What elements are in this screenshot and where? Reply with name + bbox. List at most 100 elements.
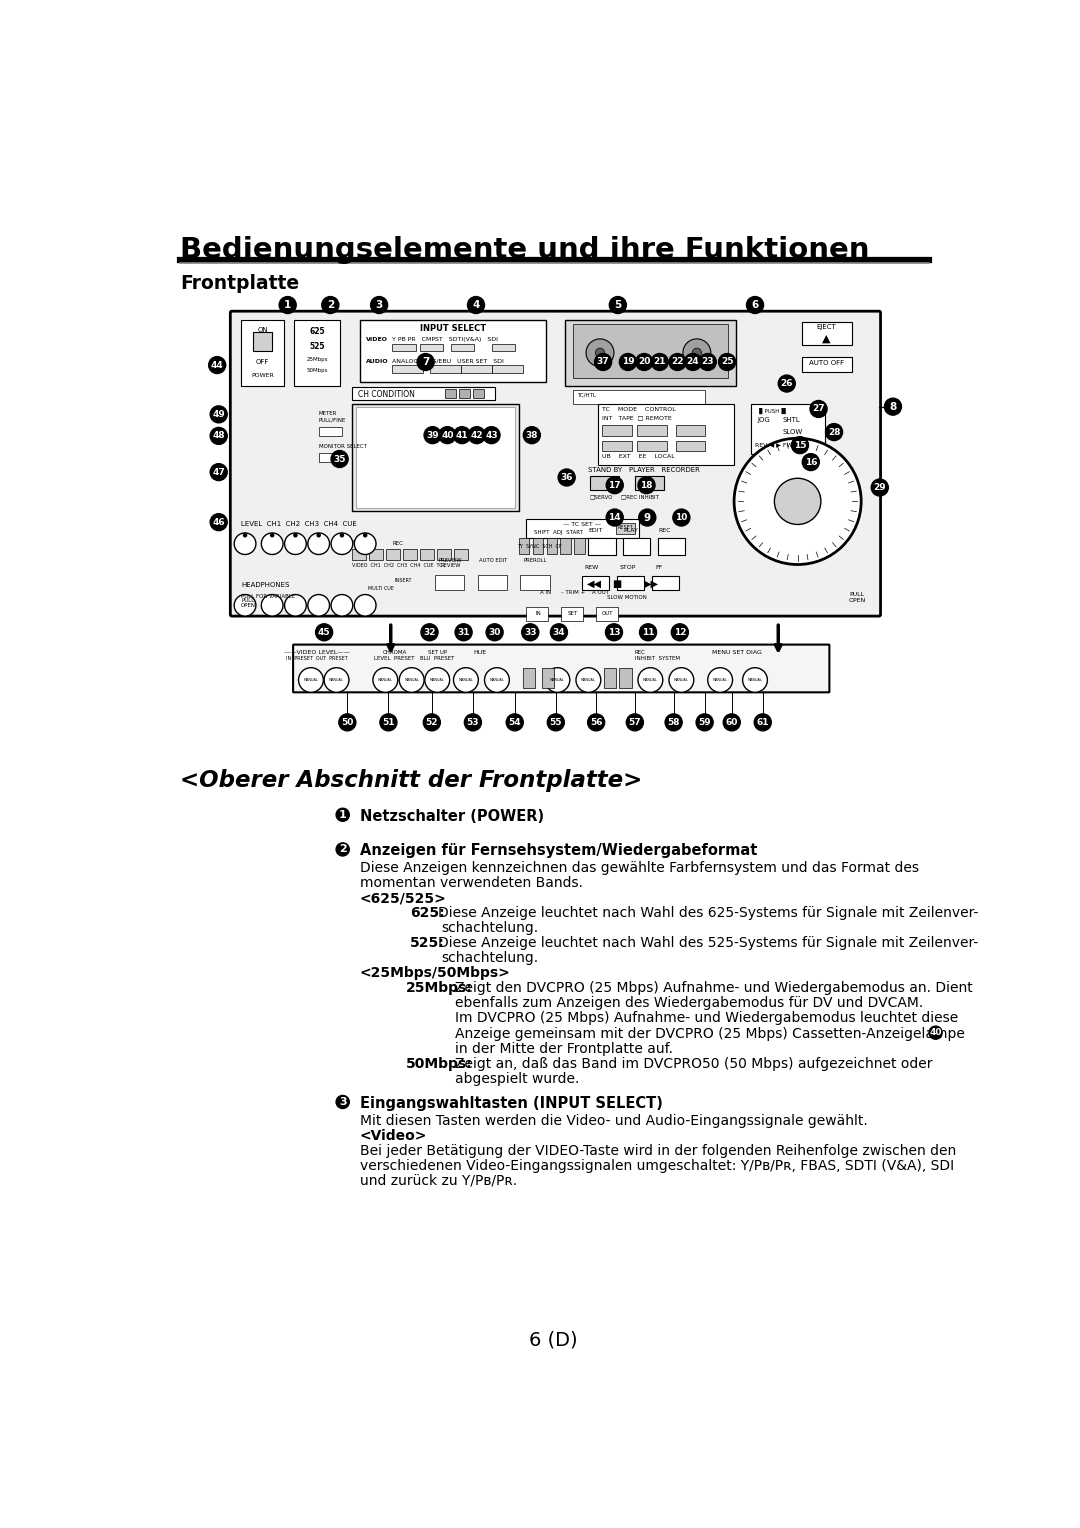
Text: MANUAL: MANUAL <box>550 678 565 681</box>
Text: MANUAL: MANUAL <box>404 678 419 681</box>
Text: 53: 53 <box>467 718 480 727</box>
Circle shape <box>595 353 611 370</box>
Bar <box>430 365 460 373</box>
Circle shape <box>718 353 735 370</box>
Circle shape <box>638 477 656 494</box>
Text: A OUT: A OUT <box>592 590 608 594</box>
Circle shape <box>234 594 256 616</box>
Text: METER
PULL/FINE: METER PULL/FINE <box>319 411 346 422</box>
Text: 6: 6 <box>752 299 758 310</box>
Text: Bedienungselemente und ihre Funktionen: Bedienungselemente und ihre Funktionen <box>180 235 869 264</box>
Text: in der Mitte der Frontplatte auf.: in der Mitte der Frontplatte auf. <box>455 1042 673 1056</box>
Text: CH CONDITION: CH CONDITION <box>359 390 415 399</box>
Text: SET UP
BLU  PRESET: SET UP BLU PRESET <box>420 649 455 660</box>
Circle shape <box>469 426 485 443</box>
Circle shape <box>810 400 827 417</box>
Circle shape <box>734 439 861 564</box>
Text: FF: FF <box>656 565 663 570</box>
Circle shape <box>792 437 809 454</box>
Text: ON: ON <box>257 327 268 333</box>
Bar <box>546 538 557 553</box>
Circle shape <box>774 478 821 524</box>
Circle shape <box>548 714 565 730</box>
Text: PULL FOR VARIABLE: PULL FOR VARIABLE <box>241 594 295 599</box>
Text: RESET: RESET <box>618 526 634 530</box>
Circle shape <box>424 426 441 443</box>
Bar <box>523 668 535 688</box>
Text: TC/HTL: TC/HTL <box>577 393 596 397</box>
Circle shape <box>211 428 227 445</box>
Text: 12: 12 <box>674 628 686 637</box>
Text: 11: 11 <box>642 628 654 637</box>
Bar <box>460 365 491 373</box>
Text: 50: 50 <box>341 718 353 727</box>
Circle shape <box>673 509 690 526</box>
Text: OUT: OUT <box>602 611 613 616</box>
Circle shape <box>340 533 343 536</box>
Circle shape <box>308 594 329 616</box>
Text: TY  SYNC  SCH  CF: TY SYNC SCH CF <box>517 544 562 549</box>
Text: 58: 58 <box>667 718 680 727</box>
Circle shape <box>417 353 434 370</box>
Text: MANUAL: MANUAL <box>329 678 343 681</box>
Circle shape <box>929 1027 942 1039</box>
Circle shape <box>595 348 605 358</box>
Text: schachtelung.: schachtelung. <box>441 952 538 966</box>
Circle shape <box>651 353 669 370</box>
Circle shape <box>318 533 321 536</box>
Text: IN  PRESET  OUT  PRESET: IN PRESET OUT PRESET <box>286 656 348 662</box>
Text: MANUAL: MANUAL <box>489 678 504 681</box>
Bar <box>801 322 852 345</box>
Circle shape <box>636 353 652 370</box>
Circle shape <box>354 533 376 555</box>
Text: 13: 13 <box>608 628 620 637</box>
Circle shape <box>802 454 820 471</box>
Text: Bei jeder Betätigung der VIDEO-Taste wird in der folgenden Reihenfolge zwischen : Bei jeder Betätigung der VIDEO-Taste wir… <box>360 1144 956 1158</box>
Circle shape <box>294 533 297 536</box>
Text: Zeigt den DVCPRO (25 Mbps) Aufnahme- und Wiedergabemodus an. Dient: Zeigt den DVCPRO (25 Mbps) Aufnahme- und… <box>455 981 973 995</box>
Bar <box>589 538 616 555</box>
Bar <box>619 668 632 688</box>
Text: 37: 37 <box>597 358 609 367</box>
Circle shape <box>683 339 711 367</box>
Circle shape <box>485 668 510 692</box>
Text: OFF: OFF <box>256 359 269 365</box>
Text: 24: 24 <box>687 358 700 367</box>
Bar <box>751 403 825 454</box>
Text: 25: 25 <box>720 358 733 367</box>
Bar <box>658 538 685 555</box>
Text: 52: 52 <box>426 718 438 727</box>
Circle shape <box>339 714 356 730</box>
Circle shape <box>669 353 686 370</box>
Circle shape <box>522 623 539 640</box>
Text: 30: 30 <box>488 628 501 637</box>
Text: JOG: JOG <box>757 417 770 423</box>
Text: Im DVCPRO (25 Mbps) Aufnahme- und Wiedergabemodus leuchtet diese: Im DVCPRO (25 Mbps) Aufnahme- und Wieder… <box>455 1012 958 1025</box>
Bar <box>445 390 456 399</box>
Text: HUE: HUE <box>473 649 486 656</box>
Circle shape <box>724 714 740 730</box>
Text: 28: 28 <box>827 428 840 437</box>
Circle shape <box>669 668 693 692</box>
Text: 40: 40 <box>929 1028 942 1038</box>
Circle shape <box>243 533 246 536</box>
Text: 6 (D): 6 (D) <box>529 1331 578 1349</box>
Text: – TRIM +: – TRIM + <box>561 590 585 594</box>
Text: 4: 4 <box>472 299 480 310</box>
Text: ■: ■ <box>612 579 622 590</box>
Circle shape <box>468 296 485 313</box>
Text: SHIFT  ADJ  START: SHIFT ADJ START <box>535 530 583 535</box>
Text: SLOW: SLOW <box>782 429 802 435</box>
Bar <box>352 387 496 400</box>
Text: 55: 55 <box>550 718 562 727</box>
Text: A IN: A IN <box>540 590 552 594</box>
Text: 22: 22 <box>672 358 684 367</box>
Text: 19: 19 <box>622 358 634 367</box>
Circle shape <box>279 296 296 313</box>
Bar <box>387 549 400 559</box>
Bar <box>491 344 515 351</box>
Bar <box>652 576 679 590</box>
Circle shape <box>211 513 227 530</box>
Bar <box>617 576 644 590</box>
Circle shape <box>619 353 636 370</box>
